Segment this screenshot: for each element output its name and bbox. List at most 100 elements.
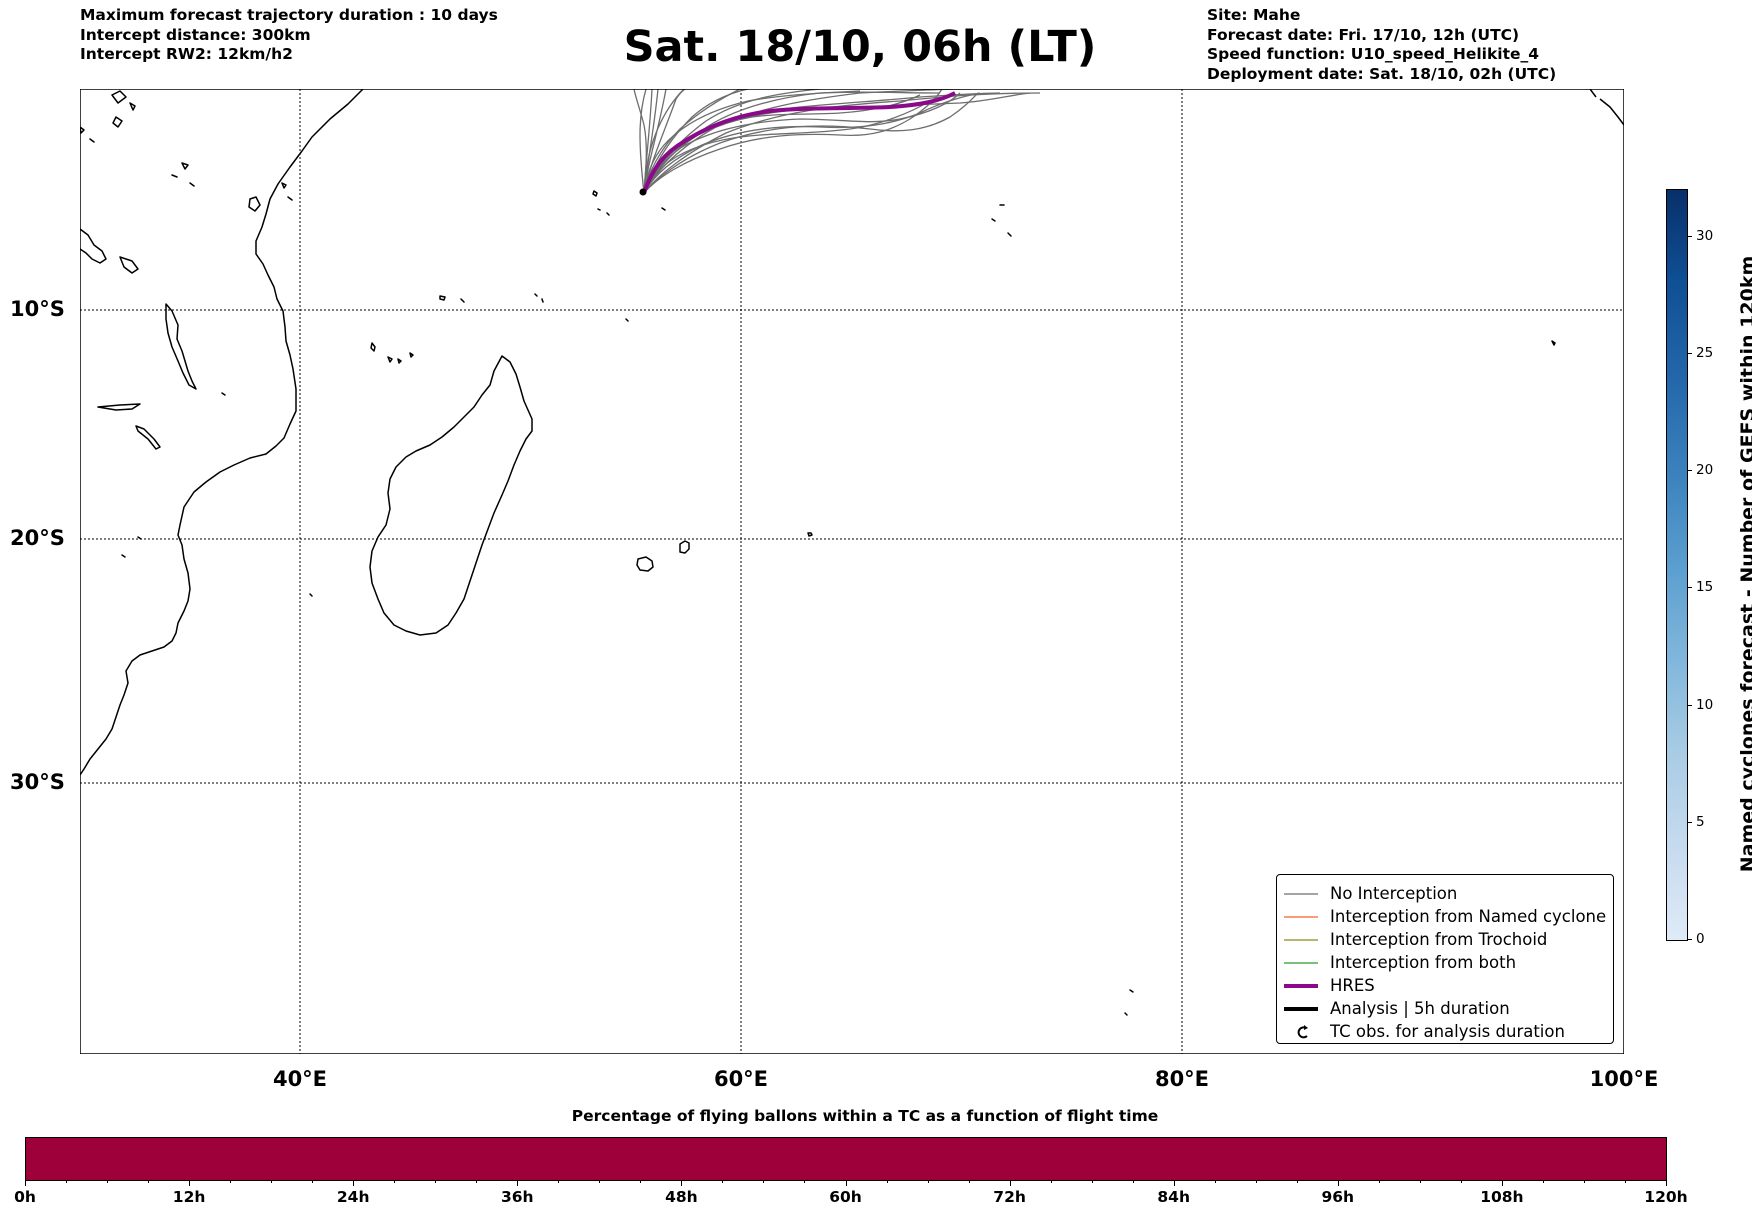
ensemble-trajectory <box>643 89 971 194</box>
time-tick-label: 72h <box>993 1188 1026 1206</box>
legend-label: Interception from Named cyclone <box>1330 907 1607 926</box>
legend-item-analysis: Analysis | 5h duration <box>1277 998 1613 1020</box>
colorbar-tick-label: 30 <box>1696 227 1714 244</box>
purple-line-icon <box>1284 984 1318 988</box>
lon-tick-60e: 60°E <box>713 1067 769 1091</box>
time-tick-mark <box>1009 1180 1011 1186</box>
colorbar-tick-mark <box>1687 821 1692 823</box>
time-minor-tick <box>230 1180 232 1183</box>
time-minor-tick <box>1255 1180 1257 1183</box>
olive-line-icon <box>1284 939 1318 941</box>
time-tick-mark <box>1501 1180 1503 1186</box>
time-minor-tick <box>886 1180 888 1183</box>
legend-label: No Interception <box>1330 884 1458 903</box>
colorbar-tick-mark <box>1687 353 1692 355</box>
colorbar-tick-mark <box>1687 587 1692 589</box>
time-minor-tick <box>476 1180 478 1183</box>
lat-tick-30s: 30°S <box>10 770 65 794</box>
gray-line-icon <box>1284 893 1318 895</box>
time-minor-tick <box>640 1180 642 1183</box>
colorbar-tick-label: 25 <box>1696 345 1714 362</box>
lake-malawi <box>165 303 197 390</box>
legend-label: Analysis | 5h duration <box>1330 999 1510 1018</box>
trajectory-info: Maximum forecast trajectory duration : 1… <box>80 6 498 65</box>
time-minor-tick <box>1624 1180 1626 1183</box>
time-tick-mark <box>681 1180 683 1186</box>
christmas-island <box>1551 340 1556 346</box>
legend-item-no-interception: No Interception <box>1277 883 1613 905</box>
time-tick-mark <box>1666 1180 1667 1186</box>
amsterdam-island <box>1124 989 1134 1016</box>
time-minor-tick <box>763 1180 765 1183</box>
colorbar-tick-mark <box>1687 235 1692 237</box>
lake-cahora <box>135 425 161 450</box>
time-minor-tick <box>968 1180 970 1183</box>
max-duration-text: Maximum forecast trajectory duration : 1… <box>80 6 498 24</box>
bassas-islands <box>121 392 313 597</box>
lake-turkana <box>80 90 195 187</box>
time-minor-tick <box>804 1180 806 1183</box>
time-minor-tick <box>722 1180 724 1183</box>
time-tick-mark <box>845 1180 847 1186</box>
time-minor-tick <box>599 1180 601 1183</box>
deployment-date-text: Deployment date: Sat. 18/10, 02h (UTC) <box>1207 64 1557 83</box>
ensemble-trajectory <box>643 91 941 194</box>
ensemble-trajectory <box>643 100 931 194</box>
time-tick-label: 84h <box>1157 1188 1190 1206</box>
green-line-icon <box>1284 962 1318 964</box>
colorbar-tick-mark <box>1687 939 1692 940</box>
time-minor-tick <box>1214 1180 1216 1183</box>
time-tick-label: 12h <box>172 1188 206 1206</box>
legend-label: Interception from both <box>1330 953 1517 972</box>
orange-line-icon <box>1284 916 1318 918</box>
lake-victoria <box>80 228 107 264</box>
time-minor-tick <box>271 1180 273 1183</box>
lake-kariba <box>97 403 141 411</box>
time-minor-tick <box>1419 1180 1421 1183</box>
colorbar-tick-mark <box>1687 470 1692 472</box>
legend-label: TC obs. for analysis duration <box>1330 1022 1565 1041</box>
time-tick-label: 36h <box>500 1188 534 1206</box>
lake-kivu <box>248 182 293 212</box>
ensemble-trajectory <box>643 89 943 194</box>
seychelles-islands <box>439 190 666 322</box>
lat-tick-20s: 20°S <box>10 526 65 550</box>
madagascar-coastline <box>369 355 533 636</box>
time-minor-tick <box>1460 1180 1462 1183</box>
forecast-info: Site: Mahe Forecast date: Fri. 17/10, 12… <box>1207 6 1556 84</box>
time-minor-tick <box>1296 1180 1298 1183</box>
legend-item-trochoid: Interception from Trochoid <box>1277 929 1613 951</box>
time-tick-mark <box>517 1180 519 1186</box>
time-minor-tick <box>148 1180 150 1183</box>
time-minor-tick <box>66 1180 68 1183</box>
forecast-date-text: Forecast date: Fri. 17/10, 12h (UTC) <box>1207 25 1520 44</box>
map-gridlines <box>80 89 1624 1054</box>
black-line-icon <box>1284 1007 1318 1011</box>
time-minor-tick <box>107 1180 109 1183</box>
reunion-island <box>636 556 654 572</box>
mauritius-island <box>679 540 690 554</box>
time-minor-tick <box>1132 1180 1134 1183</box>
cyclone-count-colorbar <box>1666 189 1688 941</box>
bottom-bar-title: Percentage of flying ballons within a TC… <box>571 1107 1159 1125</box>
time-minor-tick <box>1542 1180 1544 1183</box>
time-minor-tick <box>1091 1180 1093 1183</box>
time-tick-label: 60h <box>829 1188 862 1206</box>
colorbar-title: Named cyclones forecast - Number of GEFS… <box>1737 255 1752 873</box>
time-minor-tick <box>927 1180 929 1183</box>
legend-item-both: Interception from both <box>1277 952 1613 974</box>
flight-time-bar <box>25 1137 1667 1181</box>
legend-label: HRES <box>1330 976 1375 995</box>
time-minor-tick <box>1583 1180 1585 1183</box>
map-legend: No Interception Interception from Named … <box>1276 874 1614 1044</box>
time-minor-tick <box>394 1180 396 1183</box>
time-minor-tick <box>435 1180 437 1183</box>
lon-tick-40e: 40°E <box>272 1067 328 1091</box>
comoros-islands <box>370 342 414 364</box>
cyclone-icon <box>1297 1025 1308 1039</box>
time-minor-tick <box>312 1180 314 1183</box>
time-tick-label: 120h <box>1644 1188 1688 1206</box>
time-tick-mark <box>1173 1180 1175 1186</box>
time-tick-mark <box>353 1180 355 1186</box>
rodrigues-island <box>807 532 813 537</box>
